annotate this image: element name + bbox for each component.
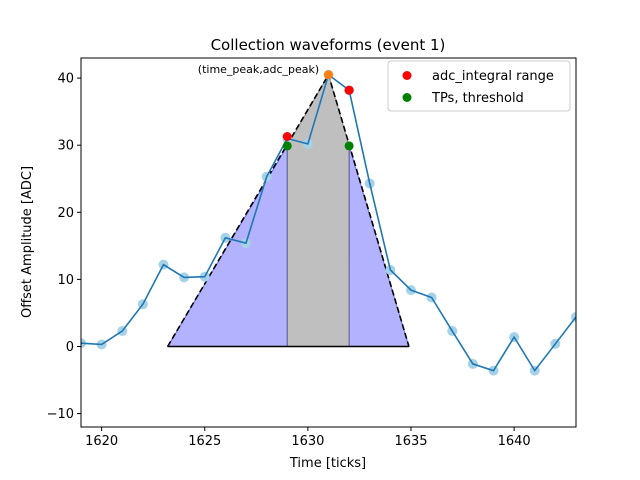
x-tick-label: 1630 (291, 434, 324, 449)
y-tick-label: 40 (57, 72, 74, 87)
legend-box (387, 60, 571, 112)
chart-title: Collection waveforms (event 1) (211, 36, 446, 54)
x-tick-label: 1640 (498, 434, 531, 449)
x-tick-label: 1625 (188, 434, 221, 449)
tps-threshold-point (344, 141, 354, 151)
integral-region-center (286, 73, 350, 347)
adc-integral-range-point (282, 131, 292, 141)
tps-threshold-point (282, 141, 292, 151)
peak-annotation: (time_peak,adc_peak) (198, 63, 319, 76)
adc-integral-range-point (344, 85, 354, 95)
peak-point (324, 70, 333, 80)
x-axis-label: Time [ticks] (289, 456, 366, 471)
x-axis-ticks: 1620 1625 1630 1635 1640 (85, 427, 531, 449)
x-tick-label: 1620 (85, 434, 118, 449)
y-axis-label: Offset Amplitude [ADC] (20, 166, 35, 318)
legend-label-tps-threshold: TPs, threshold (431, 91, 524, 106)
y-tick-label: 10 (57, 273, 74, 288)
legend-label-adc-integral-range: adc_integral range (432, 69, 554, 84)
integral-regions (166, 73, 410, 347)
y-axis-ticks: −10 0 10 20 30 40 (47, 72, 81, 422)
y-tick-label: 20 (57, 206, 74, 221)
y-tick-label: −10 (47, 407, 74, 422)
legend-marker-adc-integral-range (402, 71, 412, 80)
y-tick-label: 0 (66, 340, 74, 355)
legend: adc_integral range TPs, threshold (387, 60, 571, 112)
y-tick-label: 30 (57, 139, 74, 154)
plot-frame (80, 57, 577, 428)
legend-marker-tps-threshold (402, 93, 412, 102)
marker-points (282, 70, 354, 151)
x-tick-label: 1635 (394, 434, 427, 449)
